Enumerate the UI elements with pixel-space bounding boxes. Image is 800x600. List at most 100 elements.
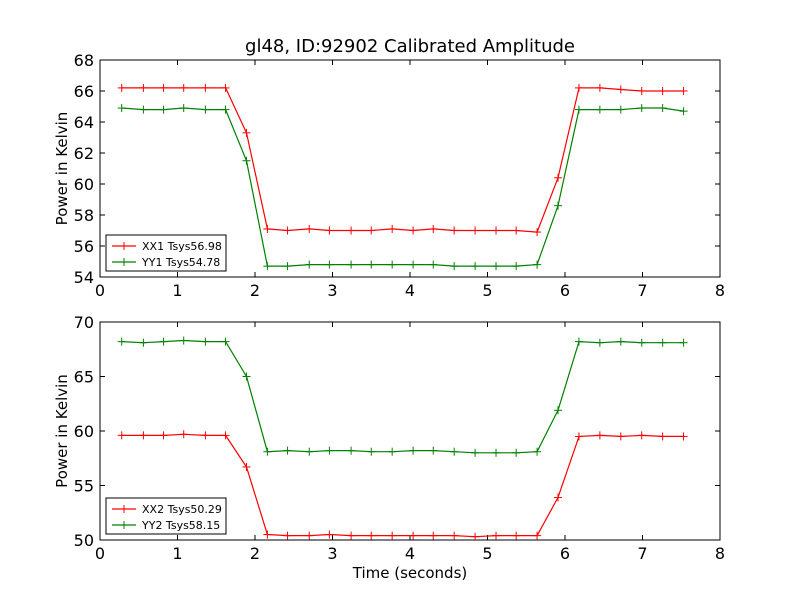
y-tick-label: 60: [74, 175, 94, 194]
data-point: [658, 432, 667, 441]
data-point: [512, 262, 521, 271]
data-point: [574, 83, 583, 92]
legend: XX1 Tsys56.98 YY1 Tsys54.78: [105, 234, 227, 272]
data-point: [263, 224, 272, 233]
data-point: [242, 128, 251, 137]
data-point: [679, 338, 688, 347]
y-tick-label: 55: [74, 477, 94, 496]
data-point: [117, 104, 126, 113]
x-axis-label: Time (seconds): [352, 564, 468, 582]
data-point: [512, 226, 521, 235]
y-tick-label: 54: [74, 268, 94, 287]
x-tick-label: 1: [172, 544, 182, 563]
x-tick-label: 5: [482, 544, 492, 563]
data-point: [325, 226, 334, 235]
data-point: [595, 431, 604, 440]
x-tick-label: 5: [482, 281, 492, 300]
series-line: [121, 107, 684, 267]
data-point: [283, 531, 292, 540]
data-point: [658, 87, 667, 95]
y-tick-label: 62: [74, 144, 94, 163]
y-tick-label: 70: [74, 313, 94, 332]
chart-title: gl48, ID:92902 Calibrated Amplitude: [245, 36, 575, 57]
data-point: [595, 83, 604, 92]
y-tick-label: 60: [74, 422, 94, 441]
data-point: [512, 531, 521, 540]
data-point: [139, 83, 148, 92]
data-point: [325, 446, 334, 455]
data-point: [409, 531, 418, 540]
data-point: [388, 224, 397, 233]
legend-item: YY2 Tsys58.15: [112, 519, 220, 532]
data-point: [117, 337, 126, 346]
legend-item: XX1 Tsys56.98: [112, 240, 222, 253]
legend-box: [105, 234, 227, 272]
data-point: [159, 337, 168, 346]
x-tick-label: 7: [637, 544, 647, 563]
legend-item: YY1 Tsys54.78: [112, 256, 220, 269]
x-tick-label: 2: [250, 281, 260, 300]
y-tick-label: 50: [74, 531, 94, 550]
data-point: [429, 446, 438, 455]
y-tick-label: 66: [74, 82, 94, 101]
data-point: [283, 446, 292, 455]
data-point: [492, 226, 501, 235]
data-point: [159, 431, 168, 440]
data-point: [554, 173, 563, 182]
x-tick-label: 4: [405, 544, 415, 563]
series-xx1: [117, 83, 688, 237]
data-point: [637, 87, 646, 95]
y-tick-label: 68: [74, 51, 94, 70]
data-point: [595, 105, 604, 114]
data-point: [554, 406, 563, 415]
data-point: [159, 83, 168, 92]
legend-box: [105, 497, 227, 535]
data-point: [201, 431, 210, 440]
data-point: [409, 260, 418, 269]
data-point: [574, 337, 583, 346]
data-point: [409, 446, 418, 455]
data-point: [512, 448, 521, 457]
data-point: [574, 105, 583, 114]
subplot-2: 0 1 2 3 4 5 6 7 8 50 55 60 65 70 Power in Kelvin Time (…: [53, 313, 725, 582]
x-tick-label: 7: [637, 281, 647, 300]
data-point: [242, 372, 251, 381]
x-tick-label: 0: [95, 544, 105, 563]
data-point: [179, 104, 188, 113]
series-line: [121, 339, 684, 454]
data-point: [325, 260, 334, 269]
legend-label: YY1 Tsys54.78: [141, 256, 220, 269]
data-point: [139, 105, 148, 114]
data-point: [283, 226, 292, 235]
data-point: [637, 104, 646, 113]
x-tick-label: 8: [715, 544, 725, 563]
data-point: [221, 337, 230, 346]
data-point: [117, 431, 126, 440]
data-point: [492, 448, 501, 457]
data-point: [283, 262, 292, 271]
data-point: [305, 224, 314, 233]
data-point: [533, 447, 542, 456]
data-point: [429, 260, 438, 269]
x-tick-label: 4: [405, 281, 415, 300]
data-point: [679, 87, 688, 95]
series-yy1: [117, 104, 688, 271]
data-point: [263, 447, 272, 456]
data-point: [679, 107, 688, 116]
series-line: [121, 433, 684, 538]
data-point: [201, 105, 210, 114]
x-tick-label: 1: [172, 281, 182, 300]
data-point: [388, 260, 397, 269]
data-point: [139, 431, 148, 440]
data-point: [471, 532, 480, 541]
x-tick-label: 6: [560, 281, 570, 300]
data-point: [347, 226, 356, 235]
data-point: [179, 336, 188, 345]
data-point: [179, 83, 188, 92]
data-point: [242, 156, 251, 165]
data-point: [492, 531, 501, 540]
data-point: [201, 337, 210, 346]
data-point: [658, 104, 667, 113]
